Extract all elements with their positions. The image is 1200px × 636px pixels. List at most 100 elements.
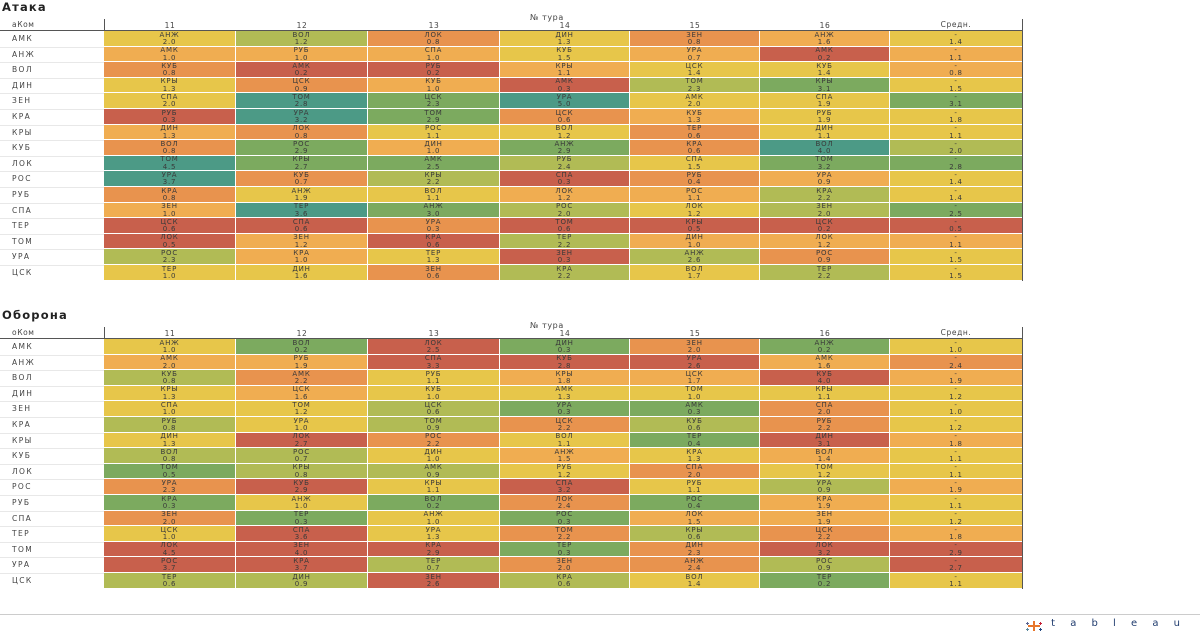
attack-cell[interactable]: УРА 3.7 (104, 171, 236, 187)
attack-cell[interactable]: ЦСК 0.6 (104, 218, 236, 234)
attack-average-cell[interactable]: -1.1 (890, 233, 1022, 250)
attack-cell[interactable]: АНЖ 2.6 (630, 249, 760, 265)
defense-cell[interactable]: ЦСК 1.7 (630, 370, 760, 386)
defense-cell[interactable]: КРЫ 0.8 (236, 463, 368, 480)
defense-cell[interactable]: СПА 1.0 (104, 401, 236, 417)
defense-cell[interactable]: РУБ 1.1 (368, 370, 500, 386)
attack-average-cell[interactable]: -3.1 (890, 93, 1022, 109)
defense-cell[interactable]: ЦСК 1.6 (236, 385, 368, 402)
defense-cell[interactable]: АМК 2.2 (236, 370, 368, 386)
attack-cell[interactable]: УРА 0.7 (630, 46, 760, 63)
defense-cell[interactable]: ЦСК 0.6 (368, 401, 500, 417)
defense-cell[interactable]: АНЖ 1.5 (500, 448, 630, 464)
defense-cell[interactable]: КРА 0.6 (500, 573, 630, 589)
defense-cell[interactable]: УРА 2.3 (104, 479, 236, 495)
defense-cell[interactable]: ЛОК 2.7 (236, 432, 368, 449)
attack-cell[interactable]: ТОМ 4.5 (104, 155, 236, 172)
attack-cell[interactable]: ДИН 1.3 (104, 124, 236, 141)
attack-cell[interactable]: КРЫ 1.1 (500, 62, 630, 78)
defense-cell[interactable]: СПА 2.0 (760, 401, 890, 417)
defense-cell[interactable]: АНЖ 1.0 (368, 510, 500, 527)
defense-cell[interactable]: АНЖ 2.4 (630, 557, 760, 573)
attack-cell[interactable]: АМК 0.3 (500, 77, 630, 94)
attack-cell[interactable]: ВОЛ 0.8 (104, 140, 236, 156)
attack-cell[interactable]: ЗЕН 2.0 (760, 202, 890, 219)
attack-average-cell[interactable]: -1.5 (890, 265, 1022, 281)
attack-cell[interactable]: ДИН 1.0 (368, 140, 500, 156)
attack-cell[interactable]: ЗЕН 0.6 (368, 265, 500, 281)
attack-cell[interactable]: АНЖ 3.0 (368, 202, 500, 219)
attack-cell[interactable]: КРЫ 3.1 (760, 77, 890, 94)
defense-average-cell[interactable]: -1.8 (890, 526, 1022, 542)
defense-cell[interactable]: СПА 3.6 (236, 526, 368, 542)
defense-cell[interactable]: АМК 0.9 (368, 463, 500, 480)
defense-cell[interactable]: ЗЕН 4.0 (236, 541, 368, 558)
attack-cell[interactable]: РУБ 0.4 (630, 171, 760, 187)
attack-cell[interactable]: ЦСК 0.9 (236, 77, 368, 94)
attack-cell[interactable]: ТОМ 2.3 (630, 77, 760, 94)
attack-cell[interactable]: РУБ 0.3 (104, 109, 236, 125)
attack-cell[interactable]: РОС 1.1 (630, 187, 760, 203)
defense-cell[interactable]: УРА 0.3 (500, 401, 630, 417)
defense-cell[interactable]: УРА 1.0 (236, 417, 368, 433)
defense-cell[interactable]: РУБ 2.2 (760, 417, 890, 433)
defense-cell[interactable]: ТЕР 0.2 (760, 573, 890, 589)
attack-cell[interactable]: АНЖ 2.0 (104, 31, 236, 47)
defense-cell[interactable]: РОС 0.7 (236, 448, 368, 464)
attack-cell[interactable]: ВОЛ 1.1 (368, 187, 500, 203)
attack-cell[interactable]: РУБ 2.4 (500, 155, 630, 172)
defense-cell[interactable]: ТЕР 0.6 (104, 573, 236, 589)
defense-cell[interactable]: ВОЛ 0.8 (104, 448, 236, 464)
attack-cell[interactable]: РУБ 1.0 (236, 46, 368, 63)
defense-cell[interactable]: ЗЕН 2.0 (500, 557, 630, 573)
defense-cell[interactable]: КУБ 0.8 (104, 370, 236, 386)
attack-cell[interactable]: ЦСК 0.2 (760, 218, 890, 234)
attack-cell[interactable]: ТЕР 1.3 (368, 249, 500, 265)
defense-average-cell[interactable]: -1.2 (890, 417, 1022, 433)
attack-cell[interactable]: КУБ 1.4 (760, 62, 890, 78)
defense-cell[interactable]: АНЖ 1.0 (236, 495, 368, 511)
attack-average-cell[interactable]: -1.5 (890, 249, 1022, 265)
defense-average-cell[interactable]: -1.9 (890, 370, 1022, 386)
defense-cell[interactable]: ВОЛ 1.4 (760, 448, 890, 464)
attack-average-cell[interactable]: -0.8 (890, 62, 1022, 78)
attack-cell[interactable]: ЦСК 1.4 (630, 62, 760, 78)
defense-cell[interactable]: ТОМ 0.9 (368, 417, 500, 433)
defense-cell[interactable]: АМК 0.3 (630, 401, 760, 417)
attack-cell[interactable]: ТЕР 2.2 (500, 233, 630, 250)
attack-cell[interactable]: СПА 1.9 (760, 93, 890, 109)
attack-average-cell[interactable]: -1.4 (890, 171, 1022, 187)
defense-cell[interactable]: ЦСК 2.2 (500, 417, 630, 433)
defense-average-cell[interactable]: -1.1 (890, 495, 1022, 511)
defense-cell[interactable]: РУБ 1.2 (500, 463, 630, 480)
defense-cell[interactable]: РОС 0.4 (630, 495, 760, 511)
attack-cell[interactable]: СПА 0.3 (500, 171, 630, 187)
attack-cell[interactable]: АМК 2.0 (630, 93, 760, 109)
attack-cell[interactable]: РУБ 0.2 (368, 62, 500, 78)
defense-cell[interactable]: КРЫ 1.1 (760, 385, 890, 402)
defense-cell[interactable]: ВОЛ 0.2 (236, 339, 368, 355)
defense-cell[interactable]: ЗЕН 1.9 (760, 510, 890, 527)
attack-cell[interactable]: СПА 1.5 (630, 155, 760, 172)
attack-cell[interactable]: КУБ 1.3 (630, 109, 760, 125)
attack-average-cell[interactable]: -2.8 (890, 155, 1022, 172)
defense-average-cell[interactable]: -1.1 (890, 448, 1022, 464)
defense-cell[interactable]: КРА 1.3 (630, 448, 760, 464)
attack-cell[interactable]: РОС 2.0 (500, 202, 630, 219)
defense-cell[interactable]: ТЕР 0.4 (630, 432, 760, 449)
attack-cell[interactable]: КРА 2.2 (500, 265, 630, 281)
defense-cell[interactable]: РУБ 1.1 (630, 479, 760, 495)
defense-cell[interactable]: КРЫ 1.3 (104, 385, 236, 402)
attack-cell[interactable]: ТОМ 3.2 (760, 155, 890, 172)
attack-cell[interactable]: КУБ 0.8 (104, 62, 236, 78)
attack-cell[interactable]: УРА 0.3 (368, 218, 500, 234)
defense-cell[interactable]: РОС 0.9 (760, 557, 890, 573)
attack-cell[interactable]: КУБ 0.7 (236, 171, 368, 187)
attack-cell[interactable]: ЛОК 0.8 (236, 124, 368, 141)
defense-cell[interactable]: ВОЛ 1.1 (500, 432, 630, 449)
attack-cell[interactable]: ТЕР 3.6 (236, 202, 368, 219)
defense-cell[interactable]: ТЕР 0.3 (236, 510, 368, 527)
defense-cell[interactable]: АМК 2.0 (104, 354, 236, 371)
defense-cell[interactable]: ЛОК 2.4 (500, 495, 630, 511)
attack-cell[interactable]: ТОМ 0.6 (500, 218, 630, 234)
